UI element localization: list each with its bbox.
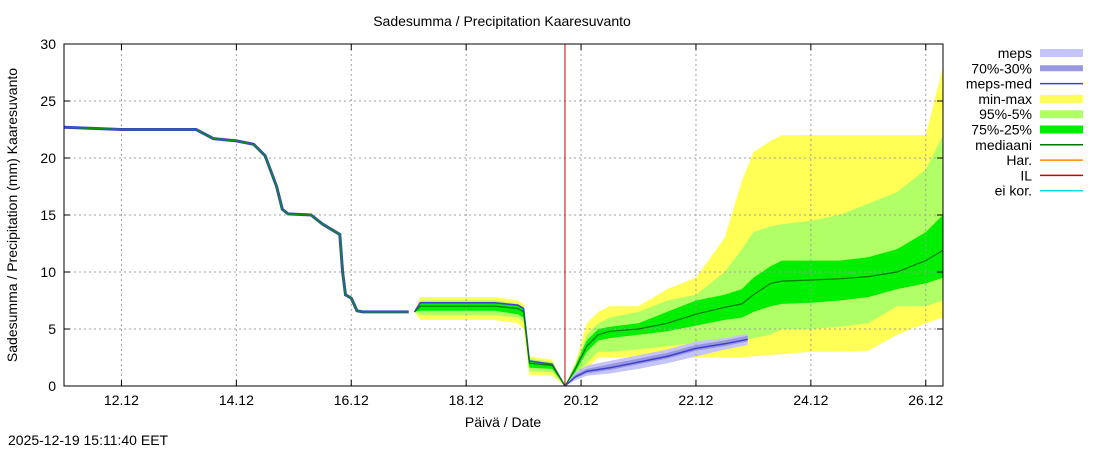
grid-lines [64,44,943,386]
x-axis: 12.12 14.12 16.12 18.12 20.12 22.12 24.12 26.12 [104,44,943,408]
fc-75-25-band [565,215,943,386]
y-tick-label: 15 [40,207,56,223]
legend-label: ei kor. [995,183,1032,199]
x-tick-label: 18.12 [449,392,484,408]
y-axis: 0 5 10 15 20 25 30 [40,36,943,394]
legend-label: 95%-5% [979,106,1032,122]
median-line [564,249,944,387]
prev-minmax-band [414,297,565,386]
timestamp: 2025-12-19 15:11:40 EET [8,432,169,448]
y-tick-label: 0 [48,378,56,394]
legend: meps70%-30%meps-medmin-max95%-5%75%-25%m… [966,45,1083,199]
x-tick-label: 16.12 [334,392,369,408]
series-lines [63,44,944,387]
prev-median-line [414,305,566,387]
y-tick-label: 30 [40,36,56,52]
x-tick-label: 20.12 [564,392,599,408]
history-line-overlay [63,126,409,313]
y-tick-label: 5 [48,321,56,337]
y-tick-label: 10 [40,264,56,280]
chart-title: Sadesumma / Precipitation Kaaresuvanto [373,13,631,29]
series-bands [414,66,943,387]
x-tick-label: 26.12 [908,392,943,408]
legend-swatch [1040,110,1083,119]
prev-meps-med-line [413,302,566,387]
y-tick-label: 25 [40,93,56,109]
y-tick-label: 20 [40,150,56,166]
x-tick-label: 24.12 [793,392,828,408]
legend-swatch [1040,49,1083,57]
x-tick-label: 14.12 [219,392,254,408]
x-tick-label: 22.12 [678,392,713,408]
legend-label: mediaani [975,137,1032,153]
legend-label: meps-med [966,76,1032,92]
meps-med-line [564,338,748,387]
y-axis-label: Sadesumma / Precipitation (mm) Kaaresuva… [4,68,20,362]
legend-label: IL [1020,167,1032,183]
legend-label: 75%-25% [971,122,1032,138]
x-axis-label: Päivä / Date [465,414,541,430]
legend-label: 70%-30% [971,60,1032,76]
legend-swatch [1040,94,1083,103]
legend-label: Har. [1006,152,1032,168]
meps-70-30-band [565,335,748,386]
x-tick-label: 12.12 [104,392,139,408]
legend-label: meps [998,45,1032,61]
legend-label: min-max [978,91,1032,107]
legend-swatch [1040,125,1083,134]
